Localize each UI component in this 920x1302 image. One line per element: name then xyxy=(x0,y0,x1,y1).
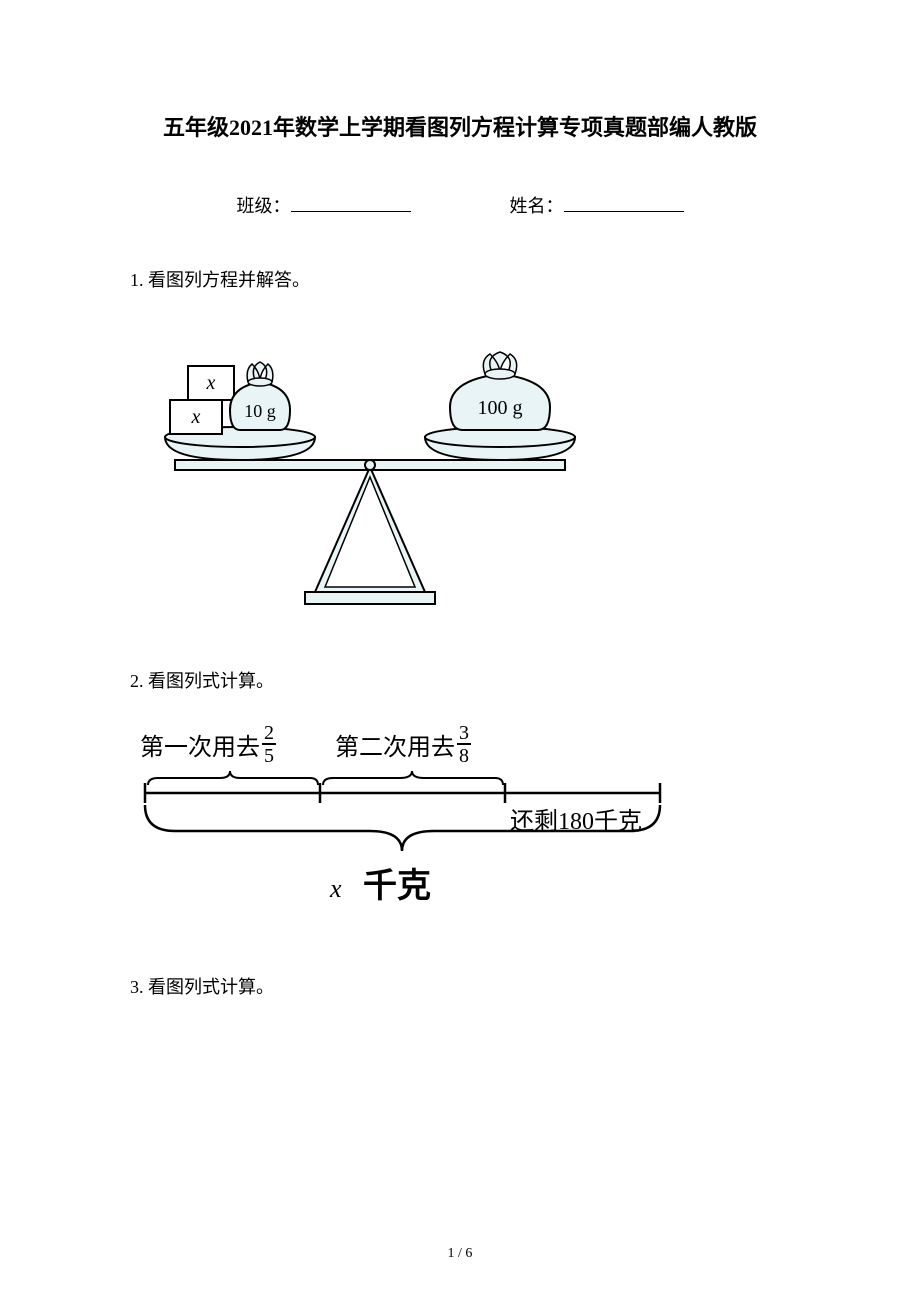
bag-right: 100 g xyxy=(450,352,550,430)
name-label: 姓名： xyxy=(510,196,564,216)
figure-2-tape: 第一次用去 2 5 第二次用去 3 8 还剩18 xyxy=(140,723,790,923)
class-blank[interactable] xyxy=(291,194,411,212)
form-row: 班级： 姓名： xyxy=(130,192,790,218)
q2-text: 看图列式计算。 xyxy=(148,671,274,691)
q1-num: 1. xyxy=(130,270,144,290)
page-number: 1 / 6 xyxy=(0,1246,920,1262)
question-1: 1. 看图列方程并解答。 xyxy=(130,266,790,292)
svg-text:10 g: 10 g xyxy=(244,401,276,421)
total-unit: 千克 xyxy=(363,868,431,905)
q3-text: 看图列式计算。 xyxy=(148,977,274,997)
box-x-lower: x xyxy=(191,406,201,428)
q1-text: 看图列方程并解答。 xyxy=(148,270,310,290)
page-title: 五年级2021年数学上学期看图列方程计算专项真题部编人教版 xyxy=(130,110,790,142)
remainder-label: 还剩180千克 xyxy=(510,801,642,836)
bag-left: 10 g xyxy=(230,362,290,430)
name-blank[interactable] xyxy=(564,194,684,212)
svg-text:100 g: 100 g xyxy=(478,397,523,419)
figure-1-balance: x x 10 g 100 g xyxy=(130,322,790,617)
question-2: 2. 看图列式计算。 xyxy=(130,667,790,693)
question-3: 3. 看图列式计算。 xyxy=(130,973,790,999)
total-var: x xyxy=(330,874,342,903)
q3-num: 3. xyxy=(130,977,144,997)
box-x-upper: x xyxy=(206,372,216,394)
class-label: 班级： xyxy=(237,196,291,216)
q2-num: 2. xyxy=(130,671,144,691)
